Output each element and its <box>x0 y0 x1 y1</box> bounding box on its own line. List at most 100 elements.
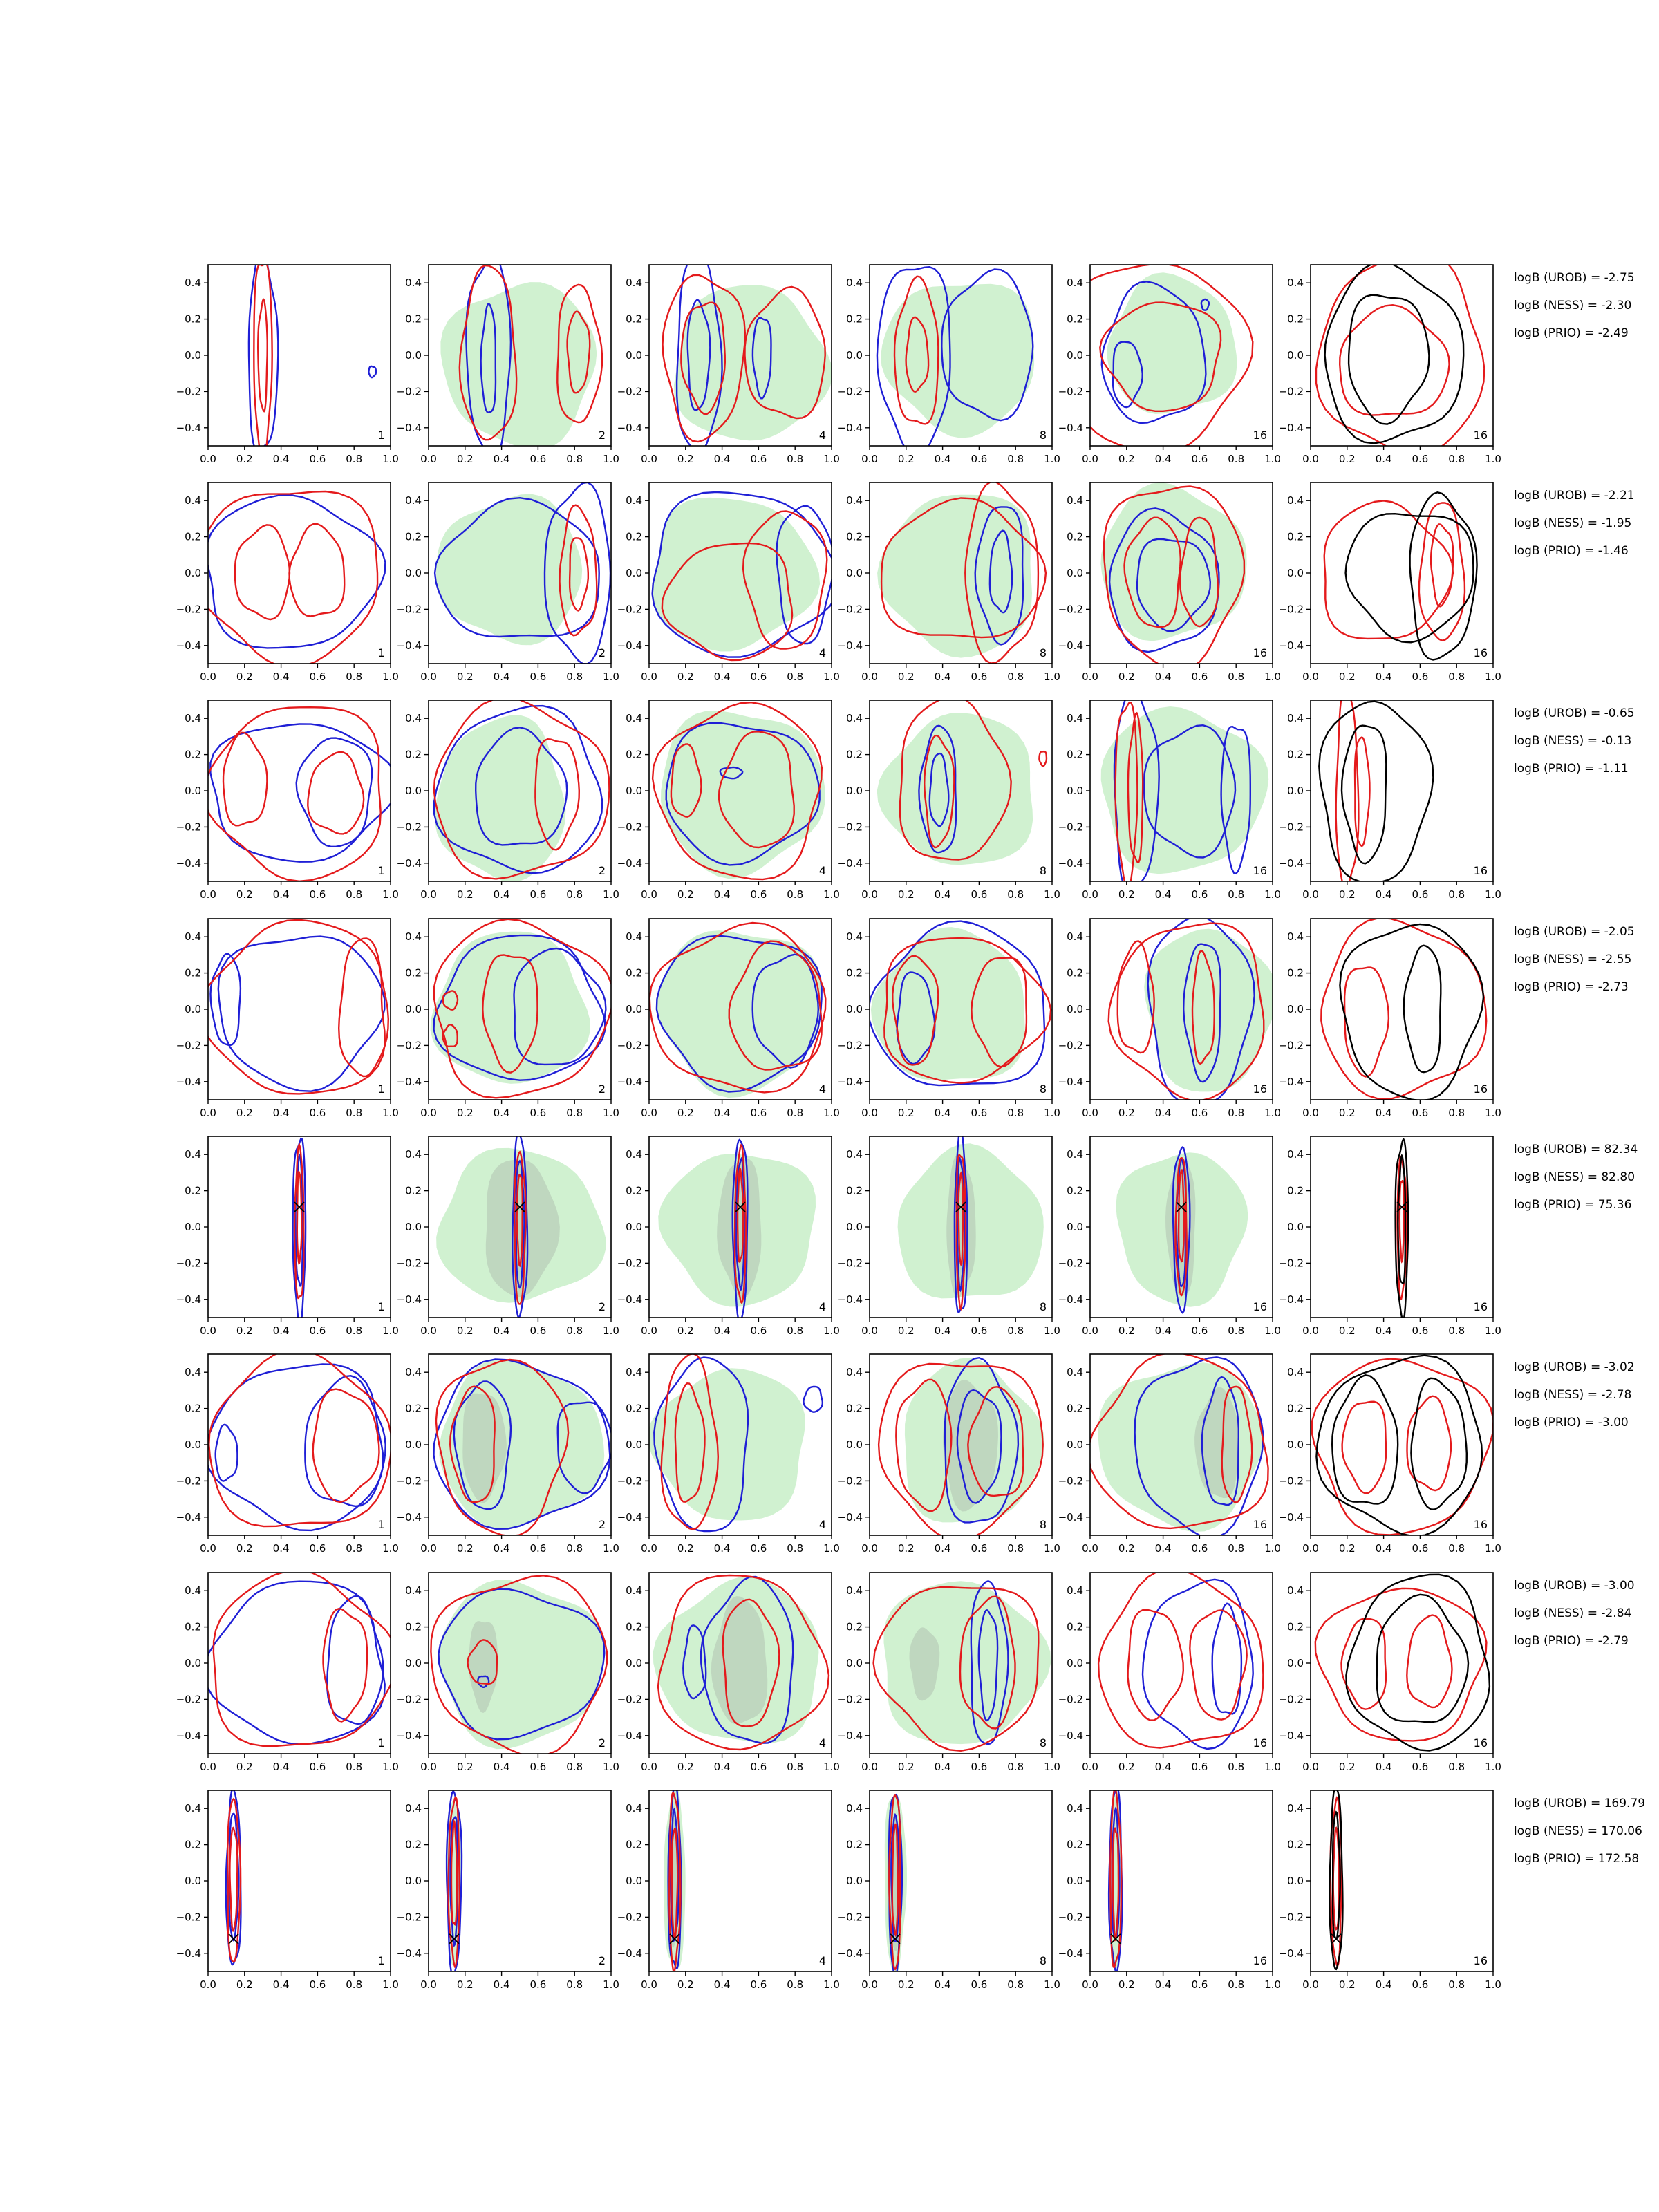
x-tick-label: 0.2 <box>898 453 915 465</box>
logb-note: logB (NESS) = 82.80 <box>1514 1170 1635 1184</box>
plot-area <box>430 919 611 1099</box>
x-tick-label: 0.6 <box>971 1761 987 1773</box>
panel-number-label: 16 <box>1253 646 1267 659</box>
panel-r7-c4: 0.4 0.2 0.0 −0.2 −0.4 0.0 0.2 0.4 0.6 0.8 1.0 8 <box>838 1572 1060 1773</box>
x-tick-label: 1.0 <box>382 1107 399 1119</box>
x-tick-label: 0.0 <box>1082 453 1098 465</box>
plot-area <box>433 1358 611 1535</box>
red-contour <box>556 283 603 424</box>
panel-number-label: 4 <box>819 1954 826 1967</box>
y-tick-label: −0.4 <box>1058 422 1083 434</box>
x-tick-label: 0.2 <box>1118 453 1135 465</box>
blue-contour <box>512 1136 529 1318</box>
x-tick-label: 0.0 <box>200 1107 216 1119</box>
x-tick-label: 1.0 <box>823 888 840 901</box>
y-tick-label: 0.0 <box>626 1875 642 1887</box>
density-fill <box>649 1368 805 1521</box>
x-tick-label: 0.8 <box>787 1542 803 1555</box>
y-tick-label: −0.4 <box>176 1730 201 1742</box>
blue-contour <box>556 1401 611 1494</box>
x-tick-label: 0.2 <box>898 1542 915 1555</box>
plot-area <box>649 1354 824 1533</box>
y-tick-label: 0.4 <box>185 1802 201 1815</box>
y-tick-label: −0.4 <box>1058 1076 1083 1088</box>
x-tick-label: 0.2 <box>677 1324 694 1337</box>
logb-note: logB (PRIO) = -2.79 <box>1514 1634 1629 1648</box>
y-tick-label: 0.0 <box>1287 1438 1304 1451</box>
x-tick-label: 0.4 <box>935 1542 951 1555</box>
x-tick-label: 0.8 <box>566 453 583 465</box>
panel-r3-c2: 0.4 0.2 0.0 −0.2 −0.4 0.0 0.2 0.4 0.6 0.8 1.0 2 <box>397 700 619 901</box>
red-contour <box>1090 265 1254 446</box>
x-tick-label: 0.2 <box>1339 1978 1356 1991</box>
red-contour <box>1320 919 1488 1100</box>
x-tick-label: 0.2 <box>677 1107 694 1119</box>
blue-contour <box>214 1423 238 1482</box>
y-tick-label: 0.2 <box>846 313 863 326</box>
y-tick-label: 0.4 <box>405 276 422 289</box>
x-tick-label: 0.8 <box>1007 453 1024 465</box>
x-tick-label: 0.6 <box>529 671 546 683</box>
y-tick-label: −0.4 <box>397 422 422 434</box>
x-tick-label: 0.0 <box>1302 888 1319 901</box>
x-tick-label: 0.6 <box>750 888 767 901</box>
plot-area <box>884 1793 907 1971</box>
red-contour <box>1116 940 1155 1054</box>
plot-area <box>1314 1573 1491 1752</box>
y-tick-label: −0.4 <box>617 1947 642 1960</box>
plot-area <box>877 482 1047 664</box>
x-tick-label: 0.6 <box>971 1978 987 1991</box>
x-tick-label: 0.6 <box>1412 1324 1428 1337</box>
y-tick-label: 0.2 <box>405 1839 422 1851</box>
x-tick-label: 0.4 <box>494 1324 510 1337</box>
x-tick-label: 1.0 <box>603 1978 619 1991</box>
panel-number-label: 1 <box>378 1736 385 1750</box>
x-tick-label: 0.8 <box>566 888 583 901</box>
red-contour <box>435 1358 570 1535</box>
blue-contour <box>1211 1602 1243 1715</box>
red-contour <box>208 1354 391 1528</box>
x-tick-label: 0.0 <box>200 453 216 465</box>
x-tick-label: 0.4 <box>1376 1542 1392 1555</box>
x-tick-label: 0.6 <box>1412 453 1428 465</box>
plot-area <box>1097 1573 1264 1750</box>
panel-r2-c5: 0.4 0.2 0.0 −0.2 −0.4 0.0 0.2 0.4 0.6 0.8 1.0 16 <box>1058 482 1281 683</box>
y-tick-label: 0.2 <box>1067 749 1083 761</box>
plot-area <box>662 265 832 446</box>
x-tick-label: 0.4 <box>1155 1978 1172 1991</box>
y-tick-label: 0.4 <box>846 1584 863 1597</box>
true-value-marker <box>1331 1933 1342 1944</box>
panel-r6-c5: 0.4 0.2 0.0 −0.2 −0.4 0.0 0.2 0.4 0.6 0.8 1.0 16 <box>1058 1353 1281 1555</box>
x-tick-label: 0.2 <box>898 1107 915 1119</box>
y-tick-label: −0.4 <box>1279 1947 1304 1960</box>
red-contour <box>253 265 273 446</box>
x-tick-label: 0.2 <box>1339 1324 1356 1337</box>
red-contour <box>959 1595 1016 1730</box>
y-tick-label: 0.2 <box>185 531 201 543</box>
y-tick-label: 0.4 <box>1287 1366 1304 1378</box>
red-contour <box>1107 922 1265 1100</box>
y-tick-label: 0.2 <box>1287 1621 1304 1633</box>
x-tick-label: 0.0 <box>200 1978 216 1991</box>
red-contour <box>674 1382 706 1503</box>
black-contour <box>1345 1573 1491 1752</box>
y-tick-label: 0.0 <box>405 1221 422 1233</box>
y-tick-label: 0.4 <box>1287 494 1304 507</box>
y-tick-label: −0.2 <box>397 1474 422 1487</box>
x-tick-label: 0.4 <box>1155 1542 1172 1555</box>
y-tick-label: 0.0 <box>185 567 201 579</box>
x-tick-label: 0.2 <box>677 1542 694 1555</box>
red-contour <box>888 1794 901 1971</box>
y-tick-label: −0.2 <box>617 603 642 615</box>
panel-number-label: 16 <box>1253 1954 1267 1967</box>
red-contour <box>222 731 268 827</box>
x-tick-label: 0.8 <box>1448 888 1465 901</box>
y-tick-label: −0.2 <box>397 1693 422 1705</box>
blue-contour <box>803 1385 824 1413</box>
x-tick-label: 0.0 <box>641 888 657 901</box>
x-tick-label: 1.0 <box>382 671 399 683</box>
logb-note: logB (NESS) = -0.13 <box>1514 734 1631 748</box>
x-tick-label: 0.6 <box>1412 1107 1428 1119</box>
red-contour <box>337 937 390 1078</box>
red-contour <box>296 1170 303 1266</box>
